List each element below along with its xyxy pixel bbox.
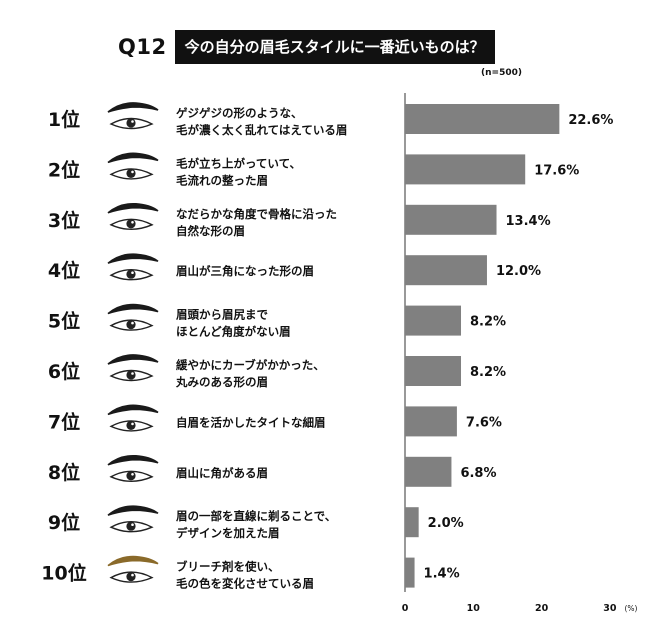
- bar: [405, 104, 560, 134]
- eyebrow-icon: [107, 454, 159, 466]
- x-unit-label: (%): [625, 604, 638, 613]
- eyebrow-icon: [107, 354, 159, 365]
- bar: [405, 255, 487, 286]
- pupil-icon: [126, 370, 136, 380]
- pupil-highlight: [131, 221, 134, 224]
- data-label: 13.4%: [506, 214, 551, 229]
- rank-label: 4位: [48, 259, 80, 282]
- category-label: 自然な形の眉: [176, 224, 245, 238]
- pupil-highlight: [131, 523, 134, 526]
- category-label: 毛が濃く太く乱れてはえている眉: [176, 123, 347, 137]
- pupil-highlight: [131, 321, 134, 325]
- data-label: 6.8%: [460, 466, 496, 481]
- eyebrow-icon: [107, 303, 159, 315]
- pupil-icon: [126, 219, 136, 229]
- category-label: なだらかな角度で骨格に沿った: [176, 207, 337, 221]
- category-label: ブリーチ剤を使い、: [176, 560, 280, 574]
- category-label: 毛の色を変化させている眉: [176, 577, 314, 591]
- bar: [405, 154, 526, 185]
- eyebrow-icon: [107, 202, 159, 214]
- bar: [405, 507, 419, 538]
- category-label: 毛が立ち上がっていて、: [176, 156, 301, 170]
- category-label: 眉の一部を直線に剃ることで、: [176, 509, 336, 523]
- x-tick-label: 0: [402, 603, 409, 614]
- pupil-highlight: [131, 271, 134, 275]
- category-label: 毛流れの整った眉: [176, 173, 268, 187]
- bar: [405, 557, 415, 588]
- data-label: 8.2%: [470, 315, 506, 330]
- question-header: Q12 今の自分の眉毛スタイルに一番近いものは？: [118, 30, 495, 64]
- category-label: ほとんど角度がない眉: [176, 325, 291, 339]
- pupil-icon: [126, 168, 136, 178]
- data-label: 17.6%: [534, 163, 579, 178]
- question-title: 今の自分の眉毛スタイルに一番近いものは？: [174, 30, 495, 64]
- category-label: 自眉を活かしたタイトな細眉: [176, 415, 326, 429]
- bar: [405, 356, 462, 386]
- pupil-icon: [126, 420, 136, 430]
- pupil-icon: [126, 269, 136, 279]
- bar: [405, 456, 452, 487]
- pupil-highlight: [131, 473, 134, 476]
- x-tick-label: 30: [603, 603, 617, 614]
- eyebrow-icon: [107, 102, 159, 113]
- bar: [405, 305, 462, 336]
- pupil-icon: [126, 572, 136, 582]
- eyebrow-icon: [107, 152, 159, 164]
- rank-label: 2位: [48, 158, 80, 181]
- pupil-highlight: [131, 120, 134, 123]
- category-label: 緩やかにカーブがかかった、: [176, 358, 325, 372]
- eyebrow-icon: [107, 555, 159, 567]
- eyebrow-icon: [107, 404, 159, 416]
- rank-label: 7位: [48, 410, 80, 433]
- pupil-highlight: [131, 372, 134, 375]
- data-label: 7.6%: [466, 415, 502, 430]
- x-tick-label: 20: [535, 603, 549, 614]
- question-number: Q12: [118, 35, 167, 59]
- rank-label: 5位: [48, 310, 80, 333]
- sample-size: (n=500): [481, 68, 522, 78]
- pupil-icon: [126, 320, 136, 330]
- rank-label: 9位: [48, 511, 80, 534]
- data-label: 22.6%: [568, 113, 613, 128]
- rank-label: 3位: [48, 209, 80, 232]
- pupil-highlight: [131, 422, 134, 426]
- category-label: 眉山に角がある眉: [176, 466, 268, 480]
- rank-label: 8位: [48, 461, 80, 484]
- category-label: 丸みのある形の眉: [175, 375, 268, 389]
- rank-label: 6位: [48, 360, 80, 383]
- pupil-highlight: [131, 573, 134, 577]
- bar: [405, 204, 497, 235]
- eyebrow-icon: [107, 505, 159, 516]
- pupil-icon: [126, 471, 136, 481]
- eyebrow-icon: [107, 253, 159, 264]
- pupil-highlight: [131, 170, 134, 174]
- pupil-icon: [126, 118, 136, 128]
- rank-label: 10位: [41, 562, 86, 585]
- data-label: 8.2%: [470, 365, 506, 380]
- category-label: デザインを加えた眉: [176, 526, 280, 540]
- category-label: 眉頭から眉尻まで: [176, 308, 268, 322]
- rank-label: 1位: [48, 108, 80, 131]
- bar: [405, 406, 457, 437]
- category-label: 眉山が三角になった形の眉: [176, 264, 314, 278]
- data-label: 1.4%: [424, 567, 460, 582]
- pupil-icon: [126, 521, 136, 531]
- category-label: ゲジゲジの形のような、: [176, 106, 303, 120]
- x-tick-label: 10: [467, 603, 481, 614]
- data-label: 2.0%: [428, 516, 464, 531]
- data-label: 12.0%: [496, 264, 541, 279]
